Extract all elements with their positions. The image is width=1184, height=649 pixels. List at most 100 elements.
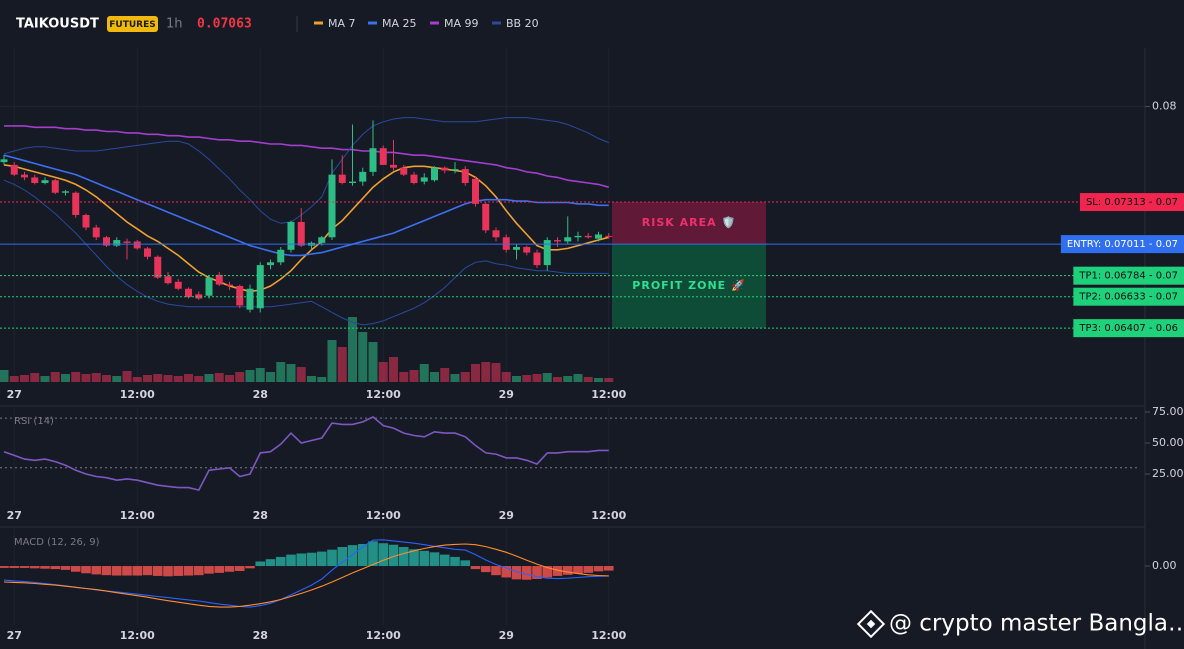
volume-bar	[542, 373, 552, 382]
candle-body	[82, 215, 90, 228]
x-tick-label: 12:00	[366, 509, 401, 522]
histogram-bar	[562, 566, 573, 575]
symbol: TAIKOUSDT	[16, 17, 99, 32]
candle-body	[400, 167, 408, 175]
candle-body	[482, 203, 490, 231]
interval: 1h	[166, 17, 183, 32]
x-tick-label: 12:00	[120, 629, 155, 642]
level-label-bg	[1073, 266, 1184, 285]
candle-body	[595, 234, 602, 239]
volume-bar	[143, 375, 152, 382]
volume-bar	[348, 317, 357, 382]
level-label: SL: 0.07313 - 0.07	[1086, 197, 1178, 208]
zone	[612, 202, 766, 245]
histogram-bar	[214, 566, 225, 573]
zone	[612, 244, 766, 329]
x-tick-label: 28	[253, 509, 268, 522]
candle-body	[513, 247, 520, 250]
histogram-bar	[60, 566, 71, 570]
candle-body	[554, 240, 561, 242]
volume-bar	[184, 374, 193, 382]
candle-body	[543, 240, 551, 266]
volume-bar	[419, 364, 429, 382]
histogram-bar	[357, 543, 368, 567]
histogram-bar	[193, 566, 204, 576]
candle-body	[256, 265, 264, 309]
volume-bar	[225, 375, 234, 382]
candle-body	[297, 221, 305, 246]
histogram-bar	[101, 566, 112, 576]
candle-body	[379, 148, 387, 165]
histogram-bar	[316, 551, 327, 567]
candle-body	[31, 177, 39, 183]
histogram-bar	[91, 566, 102, 575]
volume-bar	[112, 376, 122, 382]
histogram-bar	[234, 566, 245, 571]
candle-body	[472, 178, 479, 204]
volume-bar	[471, 364, 480, 382]
zone-label: RISK AREA 🛡️	[642, 216, 736, 229]
x-tick-label: 28	[253, 629, 268, 642]
level-label: TP2: 0.06633 - 0.07	[1078, 292, 1178, 303]
histogram-bar	[409, 549, 419, 567]
volume-bar	[255, 368, 265, 382]
x-tick-label: 12:00	[591, 388, 626, 401]
volume-bar	[378, 362, 388, 382]
x-tick-label: 12:00	[591, 629, 626, 642]
candle-body	[431, 167, 438, 181]
indicator-line	[3, 154, 609, 257]
candle-body	[420, 177, 428, 182]
indicator-line	[4, 125, 610, 188]
candle-body	[164, 276, 172, 284]
y-tick-label: 0.00	[1152, 559, 1177, 572]
histogram-bar	[29, 566, 40, 569]
volume-bar	[173, 376, 183, 382]
x-tick-label: 29	[499, 629, 514, 642]
candle-body	[51, 180, 59, 193]
y-tick-label: 50.00	[1152, 436, 1184, 449]
legend-label: BB 20	[506, 17, 539, 30]
histogram-bar	[0, 566, 9, 568]
volume-bar	[358, 332, 368, 382]
histogram-bar	[388, 544, 399, 567]
candle-body	[369, 148, 377, 172]
histogram-bar	[275, 556, 286, 567]
volume-bar	[553, 377, 562, 382]
candle-body	[533, 252, 541, 266]
indicator-line	[3, 117, 609, 224]
candle-body	[92, 227, 100, 238]
x-tick-label: 27	[7, 509, 22, 522]
histogram-bar	[532, 566, 542, 579]
rsi-line	[3, 415, 609, 492]
volume-bar	[327, 340, 337, 382]
level-label: ENTRY: 0.07011 - 0.07	[1067, 239, 1178, 250]
candle-body	[390, 164, 397, 168]
candle-body	[133, 241, 141, 249]
candle-body	[72, 192, 80, 215]
volume-bar	[296, 367, 306, 382]
histogram-bar	[521, 566, 532, 580]
badge: FUTURES	[109, 20, 155, 30]
volume-bar	[573, 374, 583, 382]
legend-label: MA 7	[328, 17, 356, 30]
volume-bar	[214, 373, 224, 382]
candle-body	[246, 288, 254, 310]
volume-bar	[389, 357, 398, 382]
histogram-bar	[142, 566, 153, 576]
histogram-bar	[50, 566, 61, 570]
volume-bar	[266, 372, 275, 382]
volume-bar	[594, 378, 603, 382]
histogram-bar	[573, 566, 583, 574]
candle-body	[605, 235, 613, 237]
candle-body	[277, 249, 285, 263]
candle-body	[584, 235, 592, 238]
candle-body	[328, 174, 336, 238]
legend-label: MA 25	[382, 17, 417, 30]
histogram-bar	[122, 566, 132, 576]
last-price: 0.07063	[197, 17, 252, 32]
candle-body	[338, 174, 346, 183]
x-tick-label: 12:00	[120, 388, 155, 401]
histogram-bar	[204, 566, 214, 574]
histogram-bar	[163, 566, 173, 577]
